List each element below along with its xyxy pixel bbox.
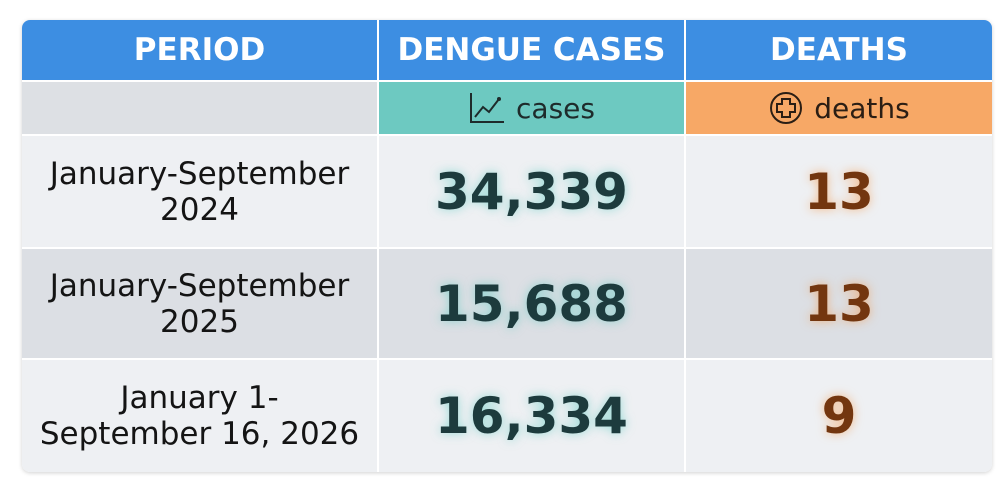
table: PERIOD DENGUE CASES DEATHS cases deaths … — [22, 20, 992, 472]
period-cell: January 1- September 16, 2026 — [22, 360, 377, 472]
deaths-cell: 9 — [686, 360, 992, 472]
subheader-text: deaths — [814, 91, 910, 125]
deaths-cell: 13 — [686, 249, 992, 358]
period-cell: January-September 2024 — [22, 136, 377, 247]
plus-icon — [770, 92, 803, 124]
period-line: January-September — [49, 267, 350, 304]
period-line: 2025 — [160, 303, 239, 340]
subheader-empty — [22, 82, 377, 134]
subheader-cell: cases — [379, 82, 684, 134]
period-line: January-September — [49, 155, 350, 192]
chart-icon — [470, 93, 505, 123]
header-cell: DENGUE CASES — [379, 20, 684, 80]
period-line: 2024 — [160, 191, 239, 228]
period-line: January 1- — [120, 380, 279, 416]
cases-cell: 16,334 — [379, 360, 684, 472]
period-line: September 16, 2026 — [39, 416, 360, 452]
subheader-cell: deaths — [686, 82, 992, 134]
cases-cell: 15,688 — [379, 249, 684, 358]
header-cell: PERIOD — [22, 20, 377, 80]
header-cell: DEATHS — [686, 20, 992, 80]
cases-cell: 34,339 — [379, 136, 684, 247]
deaths-cell: 13 — [686, 136, 992, 247]
subheader-text: cases — [516, 91, 595, 125]
period-cell: January-September 2025 — [22, 249, 377, 358]
